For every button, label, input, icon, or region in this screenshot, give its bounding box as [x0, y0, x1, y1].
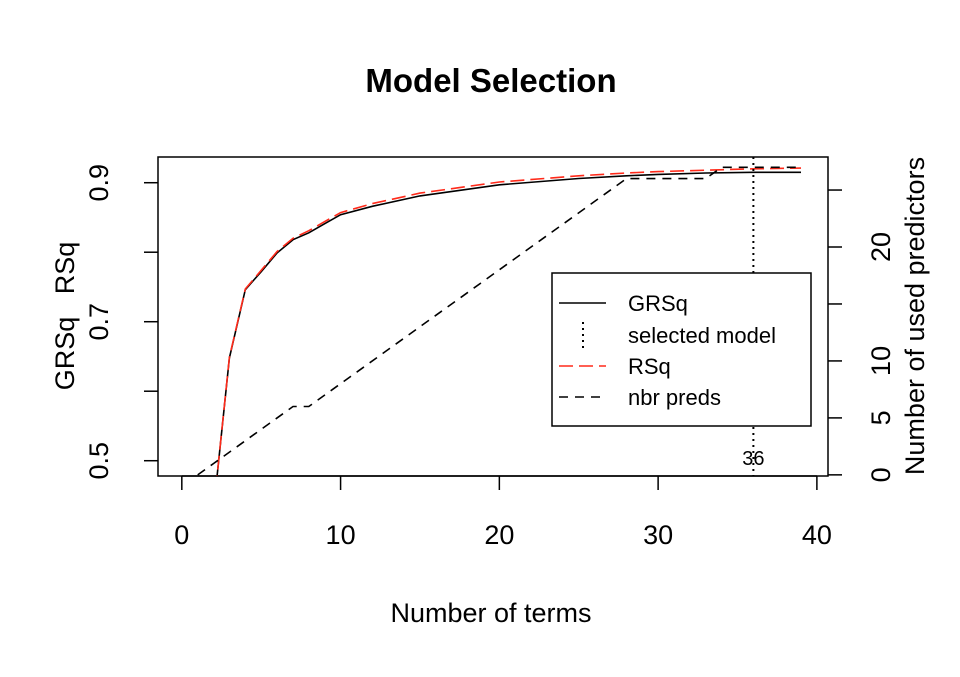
x-tick-label: 0	[174, 520, 189, 550]
x-tick-label: 40	[802, 520, 832, 550]
x-tick-label: 10	[326, 520, 356, 550]
series-group	[197, 166, 802, 476]
series-line-rsq	[216, 167, 802, 476]
y-left-tick-label: 0.5	[84, 442, 114, 480]
legend-label-rsq: RSq	[628, 354, 671, 379]
legend-label-selected-model: selected model	[628, 323, 776, 348]
legend: GRSq selected model RSq nbr preds	[551, 272, 812, 427]
y-right-tick-label: 10	[866, 346, 896, 376]
x-axis-label: Number of terms	[390, 598, 591, 628]
legend-label-nbr-preds: nbr preds	[628, 385, 721, 410]
legend-box	[551, 272, 812, 427]
series-line-grsq	[216, 171, 801, 476]
x-tick-label: 20	[484, 520, 514, 550]
y-axis-right-label: Number of used predictors	[900, 157, 930, 475]
selected-model-label: 36	[742, 448, 764, 470]
y-left-tick-label: 0.9	[84, 164, 114, 202]
series-line-nbr-preds	[197, 166, 801, 476]
y-axis-left: 0.5 0.7 0.9	[84, 164, 158, 480]
chart-title: Model Selection	[365, 62, 616, 99]
y-right-tick-label: 0	[866, 467, 896, 482]
x-axis: 0 10 20 30 40	[174, 475, 832, 550]
y-left-tick-label: 0.7	[84, 303, 114, 341]
y-axis-left-label: GRSq RSq	[50, 242, 80, 391]
legend-label-grsq: GRSq	[628, 291, 688, 316]
y-right-tick-label: 5	[866, 410, 896, 425]
x-tick-label: 30	[643, 520, 673, 550]
y-axis-right: 0 5 10 20	[828, 189, 896, 482]
y-right-tick-label: 20	[866, 232, 896, 262]
